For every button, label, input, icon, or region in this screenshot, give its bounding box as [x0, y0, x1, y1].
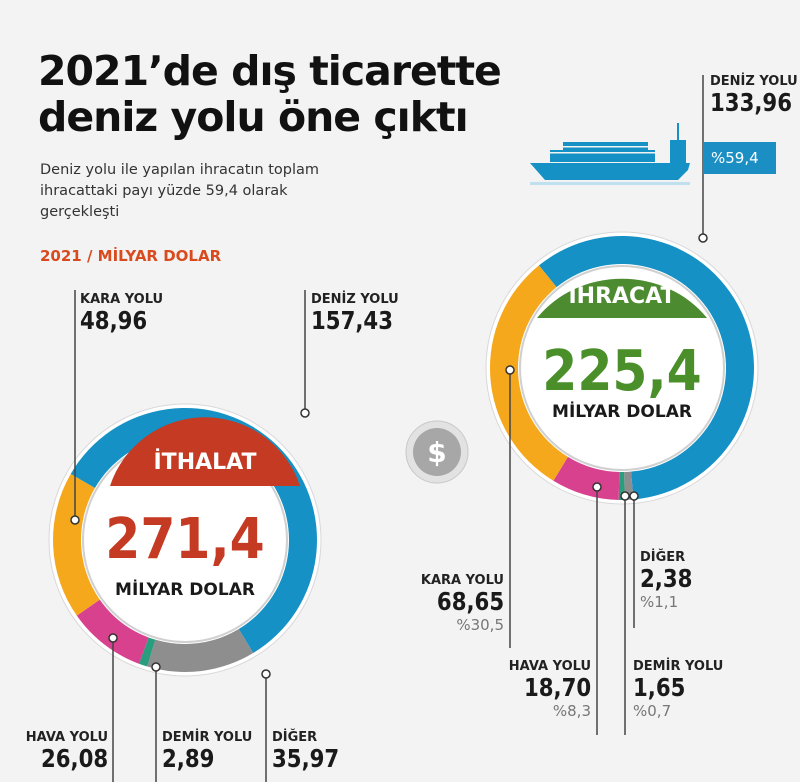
ihracat-unit: MİLYAR DOLAR — [552, 402, 692, 422]
ihracat-demir-label: DEMİR YOLU 1,65 %0,7 — [633, 659, 723, 720]
leader-dot — [620, 491, 630, 501]
leader-dot — [151, 662, 161, 672]
value-text: 157,43 — [311, 306, 394, 335]
label-text: DEMİR YOLU — [633, 659, 724, 674]
value-text: 35,97 — [272, 744, 340, 773]
callout-lines — [70, 75, 708, 782]
label-text: HAVA YOLU — [508, 659, 591, 674]
leader-dot — [70, 515, 80, 525]
unit-label: 2021 / MİLYAR DOLAR — [40, 247, 222, 265]
value-text: 26,08 — [40, 744, 108, 773]
ihracat-deniz-percent: %59,4 — [703, 142, 776, 174]
ithalat-badge — [110, 417, 300, 486]
label-text: DİĞER — [640, 550, 686, 565]
ithalat-total: 271,4 — [105, 507, 265, 572]
percent-text: %8,3 — [552, 702, 591, 720]
title-line-1: 2021’de dış ticarette — [38, 47, 502, 95]
ihracat-kara-label: KARA YOLU 68,65 %30,5 — [421, 573, 504, 634]
page-title: 2021’de dış ticarette deniz yolu öne çıkt… — [38, 47, 502, 141]
ihracat-hava-label: HAVA YOLU 18,70 %8,3 — [509, 659, 591, 720]
leader-dot — [698, 233, 708, 243]
ithalat-slice-demir — [138, 637, 156, 667]
leader-dot — [505, 365, 515, 375]
leader-dot — [592, 482, 602, 492]
ithalat-slice-diger — [147, 629, 254, 672]
ithalat-hava-label: HAVA YOLU 26,08 — [26, 730, 108, 773]
ithalat-title: İTHALAT — [153, 450, 257, 475]
leader-dot — [629, 491, 639, 501]
percent-text: %0,7 — [633, 702, 672, 720]
label-text: KARA YOLU — [420, 573, 504, 588]
svg-text:$: $ — [427, 436, 446, 469]
subtitle: Deniz yolu ile yapılan ihracatın toplam … — [40, 162, 320, 220]
label-text: KARA YOLU — [80, 292, 164, 307]
ithalat-slice-hava — [76, 599, 149, 664]
ihracat-slice-hava — [553, 456, 620, 500]
dollar-coin-icon: $ — [405, 420, 469, 484]
label-text: DİĞER — [272, 730, 318, 745]
ithalat-unit: MİLYAR DOLAR — [115, 580, 255, 600]
label-text: DENİZ YOLU — [710, 74, 798, 89]
value-text: 2,89 — [162, 744, 215, 773]
value-text: 68,65 — [436, 587, 504, 616]
ithalat-kara-label: KARA YOLU 48,96 — [80, 292, 163, 335]
percent-text: %1,1 — [640, 593, 679, 611]
percent-text: %30,5 — [456, 616, 504, 634]
ithalat-slice-kara — [53, 474, 100, 616]
ihracat-deniz-label: DENİZ YOLU 133,96 — [710, 74, 800, 117]
label-text: DEMİR YOLU — [162, 730, 253, 745]
leader-dot — [108, 633, 118, 643]
ihracat-total: 225,4 — [542, 339, 702, 404]
value-text: 133,96 — [710, 88, 793, 117]
ihracat-diger-label: DİĞER 2,38 %1,1 — [640, 550, 702, 611]
title-line-2: deniz yolu öne çıktı — [38, 93, 469, 141]
label-text: HAVA YOLU — [25, 730, 108, 745]
value-text: 18,70 — [523, 673, 591, 702]
ithalat-demir-label: DEMİR YOLU 2,89 — [162, 730, 252, 773]
ithalat-deniz-label: DENİZ YOLU 157,43 — [311, 292, 407, 335]
cargo-ship-icon — [530, 123, 690, 185]
ihracat-slice-deniz — [538, 236, 754, 500]
ihracat-title: İHRACAT — [568, 284, 676, 309]
value-text: 2,38 — [640, 564, 693, 593]
ithalat-diger-label: DİĞER 35,97 — [272, 730, 351, 773]
leader-dot — [300, 408, 310, 418]
label-text: DENİZ YOLU — [311, 292, 399, 307]
value-text: 48,96 — [80, 306, 148, 335]
leader-dot — [261, 669, 271, 679]
value-text: 1,65 — [633, 673, 686, 702]
ihracat-badge — [537, 278, 707, 318]
